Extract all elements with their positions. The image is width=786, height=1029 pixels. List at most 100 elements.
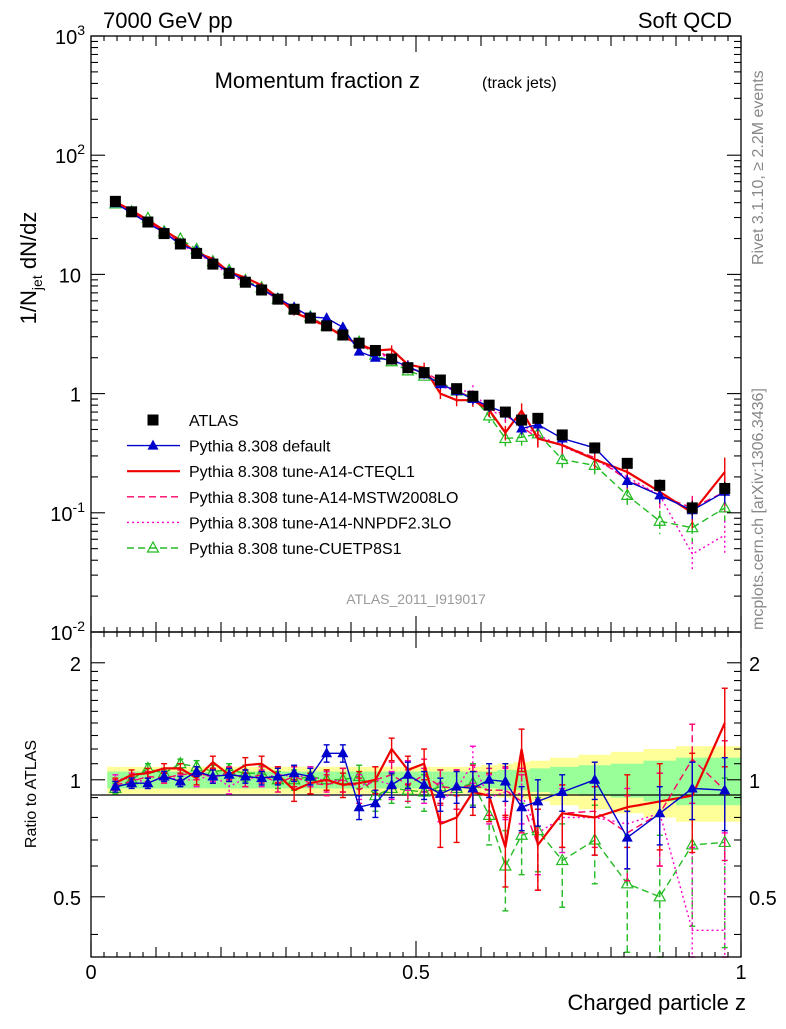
main-point (653, 513, 667, 526)
ratio-point (369, 797, 381, 808)
ratio-point (158, 770, 170, 781)
main-point (499, 406, 511, 418)
legend-marker (147, 439, 159, 450)
xtick-label: 0.5 (402, 962, 430, 984)
main-point (555, 452, 569, 465)
side-rivet-label: Rivet 3.1.10, ≥ 2.2M events (750, 70, 767, 265)
ratio-point (654, 807, 666, 818)
main-point (174, 238, 186, 250)
ratio-frame (90, 631, 742, 958)
main-point (288, 303, 300, 315)
ratio-point (321, 747, 333, 758)
main-point (532, 412, 544, 424)
main-ytick-label: 102 (55, 141, 85, 168)
ratio-band-stat (550, 766, 579, 794)
ratio-point (337, 747, 349, 758)
main-point (369, 344, 381, 356)
ratio-point (402, 768, 414, 779)
main-point (353, 337, 365, 349)
tick-base: 10 (50, 504, 72, 526)
ratio-point (516, 801, 528, 812)
main-point (321, 312, 333, 323)
main-point (434, 374, 446, 386)
main-point (207, 258, 219, 270)
ratio-ytick-label-right: 0.5 (749, 888, 777, 910)
ratio-point (174, 775, 186, 786)
main-series-layer (108, 195, 732, 570)
ratio-point (555, 853, 569, 866)
ratio-point (621, 831, 633, 842)
main-point (272, 293, 284, 305)
legend-entry-5: Pythia 8.308 tune-CUETP8S1 (127, 540, 402, 558)
ratio-point (386, 778, 398, 789)
ratio-point (353, 801, 365, 812)
series-4-main (114, 199, 726, 570)
ratio-point (256, 772, 268, 783)
main-point (158, 228, 170, 240)
main-point (589, 442, 601, 454)
process-label: Soft QCD (638, 8, 732, 33)
main-point (516, 414, 528, 426)
analysis-id: ATLAS_2011_I919017 (346, 591, 486, 607)
xtick-label: 0 (85, 962, 96, 984)
main-series-line (115, 202, 726, 509)
main-point (126, 206, 138, 218)
ratio-series-layer (108, 687, 732, 958)
main-point (109, 195, 121, 207)
main-ytick-label: 103 (55, 22, 85, 49)
ratio-point (589, 773, 601, 784)
main-ylabel-post: dN/dz (16, 212, 41, 276)
main-ylabel-pre: 1/N (16, 290, 41, 324)
main-point (353, 345, 365, 356)
main-point (369, 351, 381, 362)
main-point (467, 390, 479, 402)
main-point (191, 247, 203, 259)
ratio-ytick-label-right: 2 (749, 654, 760, 676)
main-point (256, 284, 268, 296)
main-point (386, 353, 398, 365)
ratio-point (532, 795, 544, 806)
legend-entry-2: Pythia 8.308 tune-A14-CTEQL1 (127, 464, 415, 481)
tick-exponent: -2 (73, 618, 86, 634)
legend-label: Pythia 8.308 tune-A14-NNPDF2.3LO (189, 515, 451, 532)
main-ylabel: 1/Njet dN/dz (16, 212, 45, 325)
ratio-point (304, 770, 316, 781)
main-point (654, 479, 666, 491)
ratio-point (418, 778, 430, 789)
ratio-panel: 0.5 0.5 1 1 2 2 0 0.5 1 Ratio to ATLAS Charged p… (23, 631, 777, 1015)
legend-label: Pythia 8.308 tune-A14-CTEQL1 (189, 464, 415, 481)
main-point (402, 362, 414, 374)
ratio-point (653, 889, 667, 902)
legend-label: Pythia 8.308 default (189, 439, 331, 456)
main-point (718, 500, 732, 513)
main-point (685, 520, 699, 533)
main-point (483, 399, 495, 411)
side-mcplots-label: mcplots.cern.ch [arXiv:1306.3436] (750, 388, 767, 630)
ratio-point (620, 876, 634, 889)
xtick-label: 1 (735, 962, 746, 984)
ratio-point (223, 768, 235, 779)
ratio-point (142, 777, 154, 788)
main-title-sub: (track jets) (482, 75, 557, 92)
ratio-point (686, 782, 698, 793)
ratio-ytick-label: 0.5 (53, 888, 81, 910)
ratio-point (272, 770, 284, 781)
legend-marker (146, 540, 160, 553)
ratio-point (719, 784, 731, 795)
main-title: Momentum fraction z (215, 68, 420, 93)
main-point (516, 422, 528, 433)
beam-label: 7000 GeV pp (103, 8, 233, 33)
main-point (515, 430, 529, 442)
legend: ATLAS Pythia 8.308 default Pythia 8.308 tu… (127, 413, 458, 558)
ratio-point (126, 777, 138, 788)
main-point (142, 216, 154, 228)
main-title-text: Momentum fraction z (215, 68, 420, 93)
tick-exponent: -1 (73, 499, 86, 515)
main-point (556, 429, 568, 441)
main-point (321, 320, 333, 332)
legend-entry-0: ATLAS (147, 413, 239, 430)
ratio-point (239, 770, 251, 781)
ratio-point (434, 787, 446, 798)
ratio-ylabel: Ratio to ATLAS (23, 740, 40, 848)
